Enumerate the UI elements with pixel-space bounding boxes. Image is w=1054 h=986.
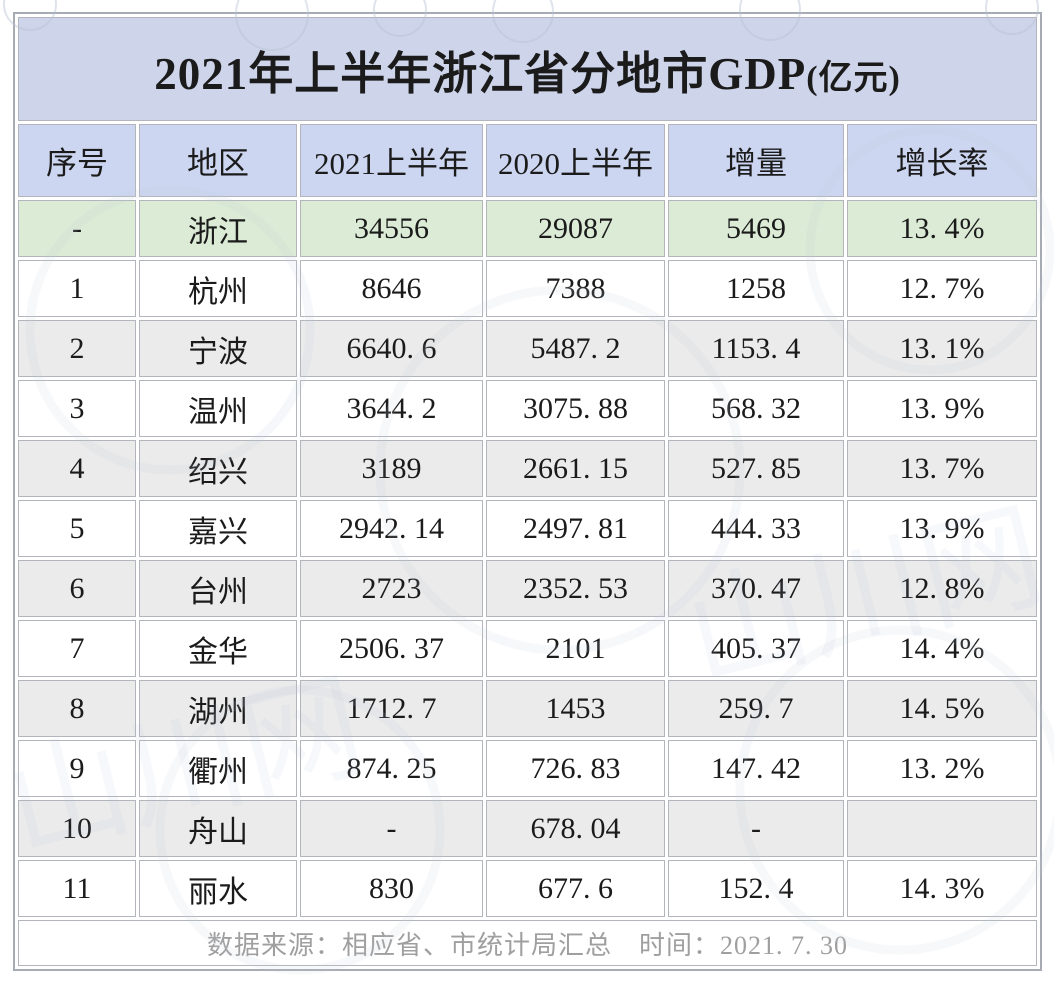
title-row: 2021年上半年浙江省分地市GDP(亿元) <box>18 17 1038 121</box>
cell-growth-rate: 14. 4% <box>847 620 1038 677</box>
table-row-taizhou: 6 台州 2723 2352. 53 370. 47 12. 8% <box>18 560 1038 617</box>
cell-gdp-2020: 2352. 53 <box>486 560 665 617</box>
cell-gdp-2020: 5487. 2 <box>486 320 665 377</box>
table-row-lishui: 11 丽水 830 677. 6 152. 4 14. 3% <box>18 860 1038 917</box>
cell-growth-rate: 13. 9% <box>847 380 1038 437</box>
table-row-quzhou: 9 衢州 874. 25 726. 83 147. 42 13. 2% <box>18 740 1038 797</box>
table-row-huzhou: 8 湖州 1712. 7 1453 259. 7 14. 5% <box>18 680 1038 737</box>
cell-region: 浙江 <box>139 200 297 257</box>
table-row-zhejiang: - 浙江 34556 29087 5469 13. 4% <box>18 200 1038 257</box>
cell-gdp-2021: 8646 <box>300 260 483 317</box>
col-header-2020-h1: 2020上半年 <box>486 124 665 197</box>
table-row-ningbo: 2 宁波 6640. 6 5487. 2 1153. 4 13. 1% <box>18 320 1038 377</box>
col-header-index: 序号 <box>18 124 136 197</box>
col-header-growth-rate: 增长率 <box>847 124 1038 197</box>
cell-index: 5 <box>18 500 136 557</box>
cell-gdp-2021: 830 <box>300 860 483 917</box>
cell-gdp-2021: 34556 <box>300 200 483 257</box>
cell-growth-rate: 13. 1% <box>847 320 1038 377</box>
col-header-increase: 增量 <box>668 124 844 197</box>
cell-increase: 5469 <box>668 200 844 257</box>
cell-increase: 444. 33 <box>668 500 844 557</box>
cell-gdp-2020: 2101 <box>486 620 665 677</box>
cell-region: 衢州 <box>139 740 297 797</box>
cell-growth-rate <box>847 800 1038 857</box>
cell-region: 丽水 <box>139 860 297 917</box>
cell-growth-rate: 12. 8% <box>847 560 1038 617</box>
cell-gdp-2021: 3644. 2 <box>300 380 483 437</box>
cell-growth-rate: 13. 2% <box>847 740 1038 797</box>
cell-index: - <box>18 200 136 257</box>
cell-growth-rate: 12. 7% <box>847 260 1038 317</box>
cell-gdp-2020: 677. 6 <box>486 860 665 917</box>
cell-gdp-2021: 874. 25 <box>300 740 483 797</box>
cell-growth-rate: 14. 5% <box>847 680 1038 737</box>
cell-index: 3 <box>18 380 136 437</box>
cell-gdp-2020: 29087 <box>486 200 665 257</box>
cell-gdp-2021: 2506. 37 <box>300 620 483 677</box>
cell-region: 金华 <box>139 620 297 677</box>
cell-growth-rate: 13. 4% <box>847 200 1038 257</box>
table-row-zhoushan: 10 舟山 - 678. 04 - <box>18 800 1038 857</box>
source-note: 数据来源：相应省、市统计局汇总 时间：2021. 7. 30 <box>18 920 1038 966</box>
cell-index: 10 <box>18 800 136 857</box>
table-row-wenzhou: 3 温州 3644. 2 3075. 88 568. 32 13. 9% <box>18 380 1038 437</box>
cell-region: 杭州 <box>139 260 297 317</box>
cell-region: 宁波 <box>139 320 297 377</box>
cell-gdp-2020: 3075. 88 <box>486 380 665 437</box>
cell-gdp-2020: 2661. 15 <box>486 440 665 497</box>
cell-index: 2 <box>18 320 136 377</box>
cell-growth-rate: 13. 7% <box>847 440 1038 497</box>
table-row-jinhua: 7 金华 2506. 37 2101 405. 37 14. 4% <box>18 620 1038 677</box>
table-row-hangzhou: 1 杭州 8646 7388 1258 12. 7% <box>18 260 1038 317</box>
cell-gdp-2021: 3189 <box>300 440 483 497</box>
cell-gdp-2020: 678. 04 <box>486 800 665 857</box>
cell-region: 台州 <box>139 560 297 617</box>
cell-gdp-2021: - <box>300 800 483 857</box>
cell-index: 9 <box>18 740 136 797</box>
cell-region: 嘉兴 <box>139 500 297 557</box>
cell-increase: 259. 7 <box>668 680 844 737</box>
cell-gdp-2021: 2942. 14 <box>300 500 483 557</box>
cell-region: 舟山 <box>139 800 297 857</box>
cell-index: 8 <box>18 680 136 737</box>
table-title-unit: (亿元) <box>806 59 901 97</box>
cell-index: 11 <box>18 860 136 917</box>
cell-increase: 370. 47 <box>668 560 844 617</box>
cell-region: 湖州 <box>139 680 297 737</box>
table-title-main: 2021年上半年浙江省分地市GDP <box>154 48 807 99</box>
cell-increase: 1153. 4 <box>668 320 844 377</box>
cell-increase: 152. 4 <box>668 860 844 917</box>
cell-increase: - <box>668 800 844 857</box>
col-header-region: 地区 <box>139 124 297 197</box>
cell-index: 6 <box>18 560 136 617</box>
cell-region: 绍兴 <box>139 440 297 497</box>
cell-gdp-2021: 1712. 7 <box>300 680 483 737</box>
cell-gdp-2020: 1453 <box>486 680 665 737</box>
cell-index: 7 <box>18 620 136 677</box>
cell-increase: 147. 42 <box>668 740 844 797</box>
header-row: 序号 地区 2021上半年 2020上半年 增量 增长率 <box>18 124 1038 197</box>
table-row-jiaxing: 5 嘉兴 2942. 14 2497. 81 444. 33 13. 9% <box>18 500 1038 557</box>
cell-growth-rate: 13. 9% <box>847 500 1038 557</box>
cell-gdp-2021: 2723 <box>300 560 483 617</box>
cell-increase: 527. 85 <box>668 440 844 497</box>
cell-increase: 405. 37 <box>668 620 844 677</box>
cell-increase: 568. 32 <box>668 380 844 437</box>
col-header-2021-h1: 2021上半年 <box>300 124 483 197</box>
cell-gdp-2020: 726. 83 <box>486 740 665 797</box>
footer-row: 数据来源：相应省、市统计局汇总 时间：2021. 7. 30 <box>18 920 1038 966</box>
cell-growth-rate: 14. 3% <box>847 860 1038 917</box>
cell-gdp-2020: 2497. 81 <box>486 500 665 557</box>
table-row-shaoxing: 4 绍兴 3189 2661. 15 527. 85 13. 7% <box>18 440 1038 497</box>
gdp-table: 2021年上半年浙江省分地市GDP(亿元) 序号 地区 2021上半年 2020… <box>13 12 1043 971</box>
cell-increase: 1258 <box>668 260 844 317</box>
cell-gdp-2020: 7388 <box>486 260 665 317</box>
cell-index: 1 <box>18 260 136 317</box>
table-title: 2021年上半年浙江省分地市GDP(亿元) <box>18 17 1038 121</box>
cell-region: 温州 <box>139 380 297 437</box>
cell-index: 4 <box>18 440 136 497</box>
cell-gdp-2021: 6640. 6 <box>300 320 483 377</box>
